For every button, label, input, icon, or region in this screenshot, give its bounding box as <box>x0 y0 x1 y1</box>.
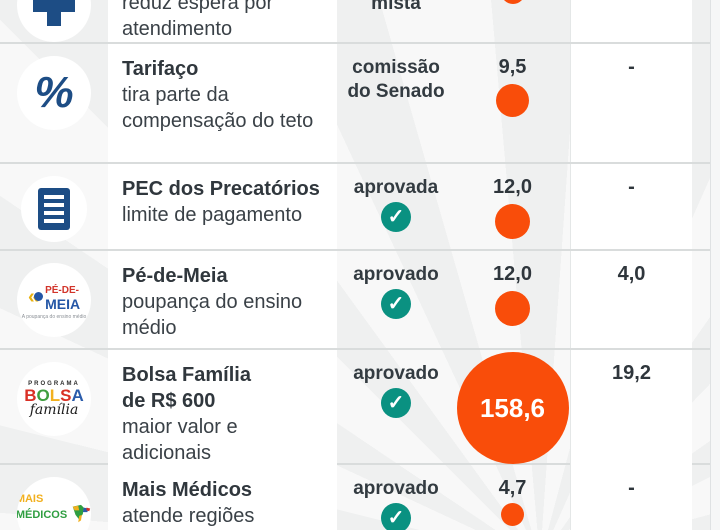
program-icon-cell: MAIS MÉDICOS PARA O BRASIL <box>0 465 108 530</box>
secondary-value: - <box>628 176 635 198</box>
pe-de-meia-dot-icon <box>34 292 44 301</box>
bubble-value: 158,6 <box>479 392 546 423</box>
description-line: atendimento <box>122 18 233 40</box>
status-text: aprovada <box>353 177 439 198</box>
table-row: « PÉ-DE- MEIA A poupança do ensino médio… <box>0 251 720 350</box>
secondary-value: 19,2 <box>612 362 651 384</box>
status-text: aprovado <box>353 478 439 499</box>
value-bubble: 9,5 <box>455 56 570 162</box>
logo-text: MAIS <box>17 493 44 505</box>
program-icon-cell: % <box>0 44 108 162</box>
program-icon-cell: « PÉ-DE- MEIA A poupança do ensino médio <box>0 251 108 348</box>
description-line: maior valor e <box>122 416 238 438</box>
approved-check-icon: ✓ <box>381 388 411 418</box>
program-description: limite de pagamento <box>122 202 329 228</box>
program-description: tira parte da compensação do teto <box>122 82 329 134</box>
program-title: Bolsa Família de R$ 600 <box>122 362 329 414</box>
approved-check-icon: ✓ <box>381 503 411 530</box>
program-title: Tarifaço <box>122 56 329 82</box>
logo-text: BOLSA <box>24 386 84 405</box>
bolsa-familia-logo: PROGRAMA BOLSA família <box>17 362 91 436</box>
secondary-value: - <box>628 56 635 78</box>
pe-de-meia-mark-icon: « <box>27 285 39 308</box>
logo-tagline: A poupança do ensino médio <box>21 313 87 320</box>
approved-check-icon: ✓ <box>381 202 411 232</box>
logo-text: MÉDICOS <box>17 509 68 521</box>
program-description: maior valor e adicionais <box>122 414 329 466</box>
logo-text: PÉ-DE- <box>45 284 79 296</box>
status: aprovada ✓ <box>337 176 455 249</box>
title-line: Bolsa Família <box>122 364 251 386</box>
value-bubble <box>455 0 570 42</box>
logo-text: família <box>29 402 79 418</box>
page-right-margin <box>710 0 720 530</box>
title-line: PEC dos Precatórios <box>122 178 320 200</box>
bubble-value: 4,7 <box>498 477 527 499</box>
bubble-value: 12,0 <box>493 263 532 285</box>
status-text: do Senado <box>347 81 445 102</box>
status: comissão do Senado <box>337 56 455 162</box>
secondary-value: 4,0 <box>617 263 646 285</box>
table-row: PROGRAMA BOLSA família Bolsa Família de … <box>0 350 720 466</box>
logo-text: PROGRAMA <box>28 381 80 387</box>
value-bubble: 12,0 <box>455 263 570 348</box>
document-icon <box>21 176 87 242</box>
brazil-map-icon <box>72 504 91 523</box>
program-title: PEC dos Precatórios <box>122 176 329 202</box>
value-bubble: 158,6 <box>455 352 570 466</box>
value-bubble: 4,7 <box>455 477 570 530</box>
status-text: comissão <box>352 57 440 78</box>
program-description: reduz espera por atendimento <box>122 0 329 42</box>
description-line: tira parte da <box>122 84 229 106</box>
program-title: Pé-de-Meia <box>122 263 329 289</box>
title-line: de R$ 600 <box>122 390 216 412</box>
description-line: poupança do ensino <box>122 291 303 313</box>
description-line: reduz espera por <box>122 0 274 14</box>
bubble-value: 12,0 <box>493 176 532 198</box>
bubble-value: 9,5 <box>498 56 527 78</box>
description-line: adicionais <box>122 442 211 464</box>
program-icon-cell <box>0 0 108 42</box>
table-row: MAIS MÉDICOS PARA O BRASIL <box>0 465 720 530</box>
logo-text: MEIA <box>45 295 81 312</box>
table-row: % Tarifaço tira parte da compensação do … <box>0 44 720 164</box>
status: aprovado ✓ <box>337 263 455 348</box>
status-text: aprovado <box>353 264 439 285</box>
bubble-circle <box>495 204 530 239</box>
program-icon-cell: PROGRAMA BOLSA família <box>0 350 108 466</box>
status: mista <box>337 0 455 42</box>
bubble-circle <box>501 503 524 526</box>
title-line: Tarifaço <box>122 58 199 80</box>
medical-cross-icon <box>17 0 91 42</box>
program-title: Mais Médicos <box>122 477 329 503</box>
description-line: atende regiões <box>122 505 255 527</box>
bubble-circle: 158,6 <box>456 352 569 464</box>
secondary-value: - <box>628 477 635 499</box>
description-line: médio <box>122 317 177 339</box>
status-text: aprovado <box>353 363 439 384</box>
bubble-circle <box>495 291 530 326</box>
title-line: Pé-de-Meia <box>122 265 228 287</box>
pe-de-meia-logo: « PÉ-DE- MEIA A poupança do ensino médio <box>17 263 91 337</box>
description-line: limite de pagamento <box>122 204 303 226</box>
status-text: mista <box>371 0 421 14</box>
description-line: compensação do teto <box>122 110 314 132</box>
title-line: Mais Médicos <box>122 479 253 501</box>
approved-check-icon: ✓ <box>381 289 411 319</box>
program-icon-cell <box>0 164 108 249</box>
bubble-circle <box>496 84 529 117</box>
table-row: PEC dos Precatórios limite de pagamento … <box>0 164 720 251</box>
program-description: poupança do ensino médio <box>122 289 329 341</box>
table-row: reduz espera por atendimento mista <box>0 0 720 44</box>
status: aprovado ✓ <box>337 362 455 466</box>
mais-medicos-logo: MAIS MÉDICOS PARA O BRASIL <box>17 477 91 530</box>
value-bubble: 12,0 <box>455 176 570 249</box>
percent-icon: % <box>17 56 91 130</box>
status: aprovado ✓ <box>337 477 455 530</box>
bubble-circle <box>500 0 525 4</box>
program-description: atende regiões remotas <box>122 503 329 530</box>
